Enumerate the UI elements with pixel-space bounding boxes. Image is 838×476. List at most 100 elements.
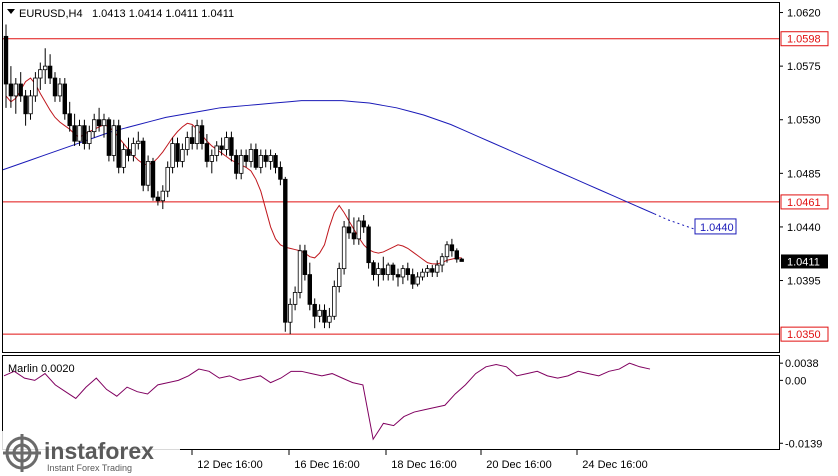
candle-body <box>434 264 440 273</box>
price-axis-label: 1.0530 <box>787 115 821 127</box>
candle-body <box>243 155 249 162</box>
candle-body <box>33 77 38 97</box>
candle-body <box>229 137 234 156</box>
candle-body <box>126 149 131 156</box>
candle-body <box>194 125 200 144</box>
candle-body <box>273 155 278 168</box>
candle-body <box>400 268 406 278</box>
indicator-label: Marlin 0.0020 <box>8 363 75 375</box>
price-axis: 1.0620 1.0575 1.0530 1.0485 1.0440 1.0395 <box>779 8 821 288</box>
candle-body <box>234 155 239 174</box>
candle-body <box>28 95 33 115</box>
candle-body <box>390 264 396 275</box>
candle-body <box>18 83 23 97</box>
candle-body <box>312 303 317 317</box>
candle-body <box>283 178 288 323</box>
instaforex-logo-icon <box>3 434 41 472</box>
candle-body <box>278 166 283 180</box>
candle-body <box>420 271 425 278</box>
candle-body <box>23 95 28 115</box>
candle-body <box>263 155 268 162</box>
candle-body <box>268 155 273 162</box>
candle-body <box>287 303 293 323</box>
candle-body <box>209 155 214 162</box>
level-label-box <box>780 194 829 210</box>
candle-body <box>47 65 53 79</box>
current-price-label: 1.0411 <box>787 256 820 268</box>
candle-body <box>449 244 455 252</box>
candle-body <box>13 83 18 97</box>
candle-body <box>155 196 161 202</box>
candle-body <box>165 166 170 192</box>
blue-ma-target-label: 1.0440 <box>700 222 734 234</box>
candle-body <box>361 220 366 228</box>
candle-body <box>82 125 87 144</box>
level-label: 1.0598 <box>787 34 821 46</box>
candle-body <box>292 292 298 305</box>
candle-body <box>238 155 244 174</box>
time-axis: 12 Dec 16:00 16 Dec 16:00 18 Dec 16:00 20 D… <box>191 450 648 471</box>
candle-body <box>189 137 195 144</box>
candle-body <box>8 83 14 97</box>
time-axis-label: 24 Dec 16:00 <box>582 459 647 471</box>
candle-body <box>38 69 43 79</box>
candle-body <box>57 83 63 97</box>
candle-body <box>248 149 254 162</box>
price-axis-label: 1.0620 <box>787 8 821 20</box>
candle-body <box>185 137 190 150</box>
level-label: 1.0350 <box>787 329 821 341</box>
candle-body <box>101 119 107 127</box>
indicator-axis-label: 0.0038 <box>785 358 819 370</box>
candle-body <box>92 119 97 133</box>
candle-body <box>180 149 185 162</box>
candle-body <box>224 137 229 150</box>
candle-body <box>170 143 175 168</box>
candle-body <box>150 161 156 198</box>
candle-body <box>307 274 312 305</box>
candle-body <box>415 276 420 285</box>
logo-tagline: Instant Forex Trading <box>47 463 132 473</box>
instaforex-logo: instaforex Instant Forex Trading <box>0 431 180 476</box>
price-panel-frame <box>2 2 780 353</box>
candle-body <box>219 145 224 150</box>
candle-body <box>336 268 342 287</box>
candle-body <box>175 143 180 162</box>
symbol-label: EURUSD,H4 <box>19 8 83 20</box>
candle-body <box>381 268 386 275</box>
chart-header: EURUSD,H4 1.0413 1.0414 1.0411 1.0411 <box>7 8 234 20</box>
candle-body <box>366 226 371 264</box>
candle-body <box>136 140 141 144</box>
logo-brand: instaforex <box>44 438 154 464</box>
blue-ma-projection <box>654 213 696 230</box>
time-axis-label: 12 Dec 16:00 <box>197 459 262 471</box>
candle-body <box>87 131 92 144</box>
candle-body <box>356 220 361 240</box>
candle-body <box>444 244 450 258</box>
candle-body <box>96 119 102 127</box>
candle-body <box>327 315 332 323</box>
candlestick-series <box>3 24 464 335</box>
candle-body <box>454 250 459 260</box>
indicator-axis-label: 0.00 <box>785 375 806 387</box>
candle-body <box>160 190 165 202</box>
candle-body <box>317 309 322 317</box>
candle-body <box>376 268 381 275</box>
collapse-triangle-icon[interactable] <box>7 9 15 14</box>
candle-body <box>253 149 259 168</box>
candle-body <box>322 309 327 323</box>
price-axis-label: 1.0440 <box>787 222 821 234</box>
current-price-box <box>781 254 828 269</box>
time-axis-label: 16 Dec 16:00 <box>294 459 359 471</box>
candle-body <box>199 125 205 144</box>
candle-body <box>62 83 67 115</box>
candle-body <box>145 161 151 186</box>
candle-body <box>3 35 9 85</box>
blue-moving-average <box>2 100 655 215</box>
candle-body <box>341 226 347 270</box>
candle-body <box>439 256 445 266</box>
candle-body <box>116 125 121 168</box>
candle-body <box>351 232 357 240</box>
level-label-box <box>780 326 829 342</box>
time-axis-label: 18 Dec 16:00 <box>391 459 456 471</box>
